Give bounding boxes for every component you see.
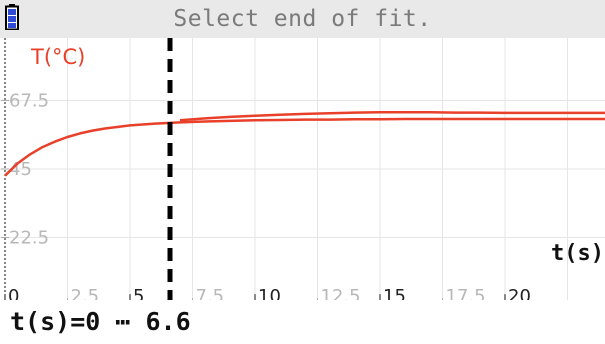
x-tick-label: 10	[258, 286, 281, 300]
data-series	[4, 111, 605, 177]
y-axis-label: T(°C)	[30, 45, 85, 69]
x-tick-label: 7.5	[196, 286, 225, 300]
grid-lines	[0, 38, 605, 300]
x-tick-label: 2.5	[71, 286, 100, 300]
y-tick-label: 45	[9, 159, 32, 180]
selection-readout-bar: t(s)=0 ⋯ 6.6	[0, 300, 605, 344]
status-message: Select end of fit.	[173, 6, 432, 32]
battery-icon	[5, 4, 19, 30]
x-axis-label: t(s)	[551, 241, 604, 266]
graph-area[interactable]: 0 2.5 5 7.5 10 12.5 15 17.5 20 22.5 45 67.5 T(°C) t…	[0, 38, 605, 300]
tick-labels: 0 2.5 5 7.5 10 12.5 15 17.5 20 22.5 45 67.5	[8, 90, 531, 300]
x-tick-label: 17.5	[446, 286, 486, 300]
y-tick-label: 67.5	[9, 90, 49, 111]
x-tick-label: 15	[383, 286, 406, 300]
data-series-line	[179, 111, 605, 122]
x-tick-label: 0	[8, 286, 19, 300]
x-tick-label: 5	[133, 286, 144, 300]
axes	[1, 38, 506, 300]
data-series-line	[4, 117, 605, 177]
status-bar: Select end of fit.	[0, 0, 605, 38]
y-tick-label: 22.5	[9, 228, 49, 249]
x-tick-label: 12.5	[321, 286, 361, 300]
selection-range-readout: t(s)=0 ⋯ 6.6	[10, 307, 191, 336]
x-tick-label: 20	[508, 286, 531, 300]
